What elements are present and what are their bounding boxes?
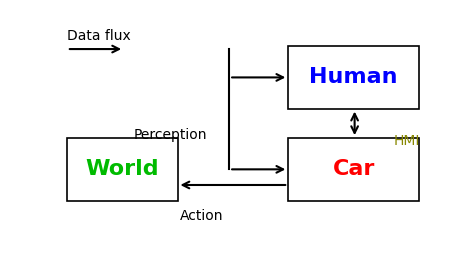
Text: World: World [85, 159, 159, 179]
Text: HMI: HMI [393, 134, 420, 148]
Text: Human: Human [309, 67, 398, 87]
FancyBboxPatch shape [288, 46, 419, 109]
Text: Car: Car [333, 159, 375, 179]
FancyBboxPatch shape [288, 138, 419, 201]
Text: Action: Action [180, 210, 223, 224]
FancyBboxPatch shape [67, 138, 178, 201]
Text: Perception: Perception [133, 128, 207, 142]
Text: Data flux: Data flux [67, 29, 130, 43]
